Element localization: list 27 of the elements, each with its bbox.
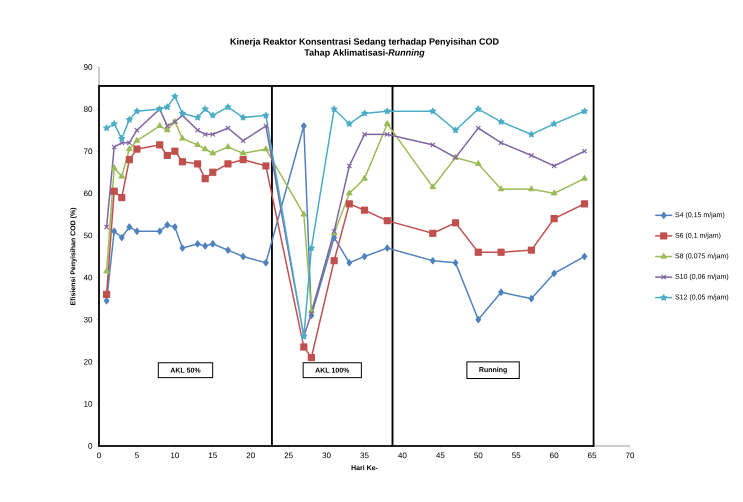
x-tick-label: 20 <box>246 452 255 458</box>
chart-title: Kinerja Reaktor Konsentrasi Sedang terhadap Penyisihan COD <box>230 38 499 47</box>
x-tick-label: 60 <box>550 452 558 458</box>
x-tick-label: 15 <box>208 452 217 458</box>
y-tick-label: 80 <box>84 106 92 112</box>
x-tick-label: 50 <box>474 452 482 458</box>
y-tick-label: 10 <box>84 401 92 407</box>
y-tick-label: 50 <box>84 232 92 238</box>
y-tick-label: 0 <box>88 443 92 449</box>
x-tick-label: 70 <box>626 452 634 458</box>
x-tick-label: 30 <box>322 452 331 458</box>
x-tick-label: 10 <box>171 452 179 458</box>
y-tick-label: 30 <box>84 316 92 322</box>
x-tick-label: 55 <box>512 452 520 458</box>
y-tick-label: 40 <box>84 274 92 280</box>
x-tick-label: 25 <box>284 452 293 458</box>
x-tick-label: 45 <box>436 452 444 458</box>
x-tick-label: 5 <box>135 452 139 458</box>
y-tick-label: 20 <box>84 358 92 365</box>
x-tick-label: 35 <box>360 452 369 458</box>
chart-subtitle: Tahap Aklimatisasi-Running <box>304 49 425 58</box>
y-tick-label: 70 <box>84 148 92 154</box>
y-tick-label: 90 <box>84 64 92 70</box>
y-tick-label: 60 <box>84 190 92 196</box>
x-tick-label: 40 <box>398 452 407 458</box>
x-tick-label: 65 <box>588 452 596 458</box>
x-tick-label: 0 <box>97 452 101 458</box>
